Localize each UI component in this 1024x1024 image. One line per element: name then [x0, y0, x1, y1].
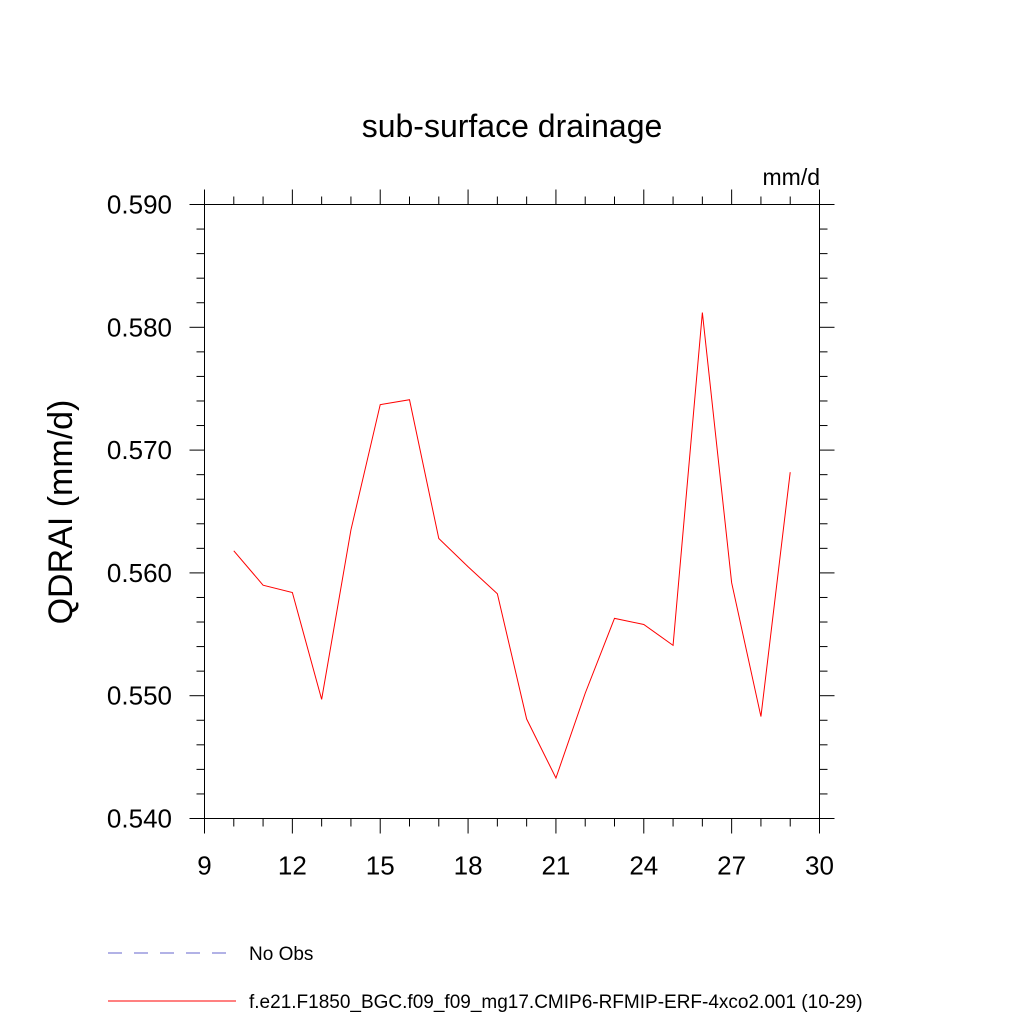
x-tick-labels: 9 12 15 18 21 24 27 30 [197, 851, 834, 881]
y-axis-label: QDRAI (mm/d) [42, 400, 80, 625]
y-tick-label: 0.550 [107, 681, 172, 711]
x-tick-label: 9 [197, 851, 211, 881]
series-layer [233, 312, 791, 780]
x-tick-label: 15 [366, 851, 395, 881]
minor-ticks [196, 196, 828, 827]
major-ticks [189, 189, 835, 834]
legend-run-label: f.e21.F1850_BGC.f09_f09_mg17.CMIP6-RFMIP… [249, 992, 863, 1013]
series-line [233, 312, 791, 780]
y-tick-labels: 0.540 0.550 0.560 0.570 0.580 0.590 [107, 190, 172, 834]
units-label: mm/d [763, 164, 821, 190]
y-tick-label: 0.590 [107, 190, 172, 220]
y-tick-label: 0.540 [107, 804, 172, 834]
y-tick-label: 0.560 [107, 558, 172, 588]
x-tick-label: 24 [629, 851, 658, 881]
x-tick-label: 27 [717, 851, 746, 881]
x-tick-label: 12 [278, 851, 307, 881]
x-tick-label: 18 [454, 851, 483, 881]
legend-no-obs-label: No Obs [249, 944, 313, 965]
x-tick-label: 30 [805, 851, 834, 881]
chart-title: sub-surface drainage [362, 108, 663, 144]
y-tick-label: 0.580 [107, 312, 172, 342]
y-tick-label: 0.570 [107, 435, 172, 465]
x-tick-label: 21 [541, 851, 570, 881]
legend: No Obs f.e21.F1850_BGC.f09_f09_mg17.CMIP… [108, 944, 863, 1013]
plot-frame [204, 204, 820, 819]
